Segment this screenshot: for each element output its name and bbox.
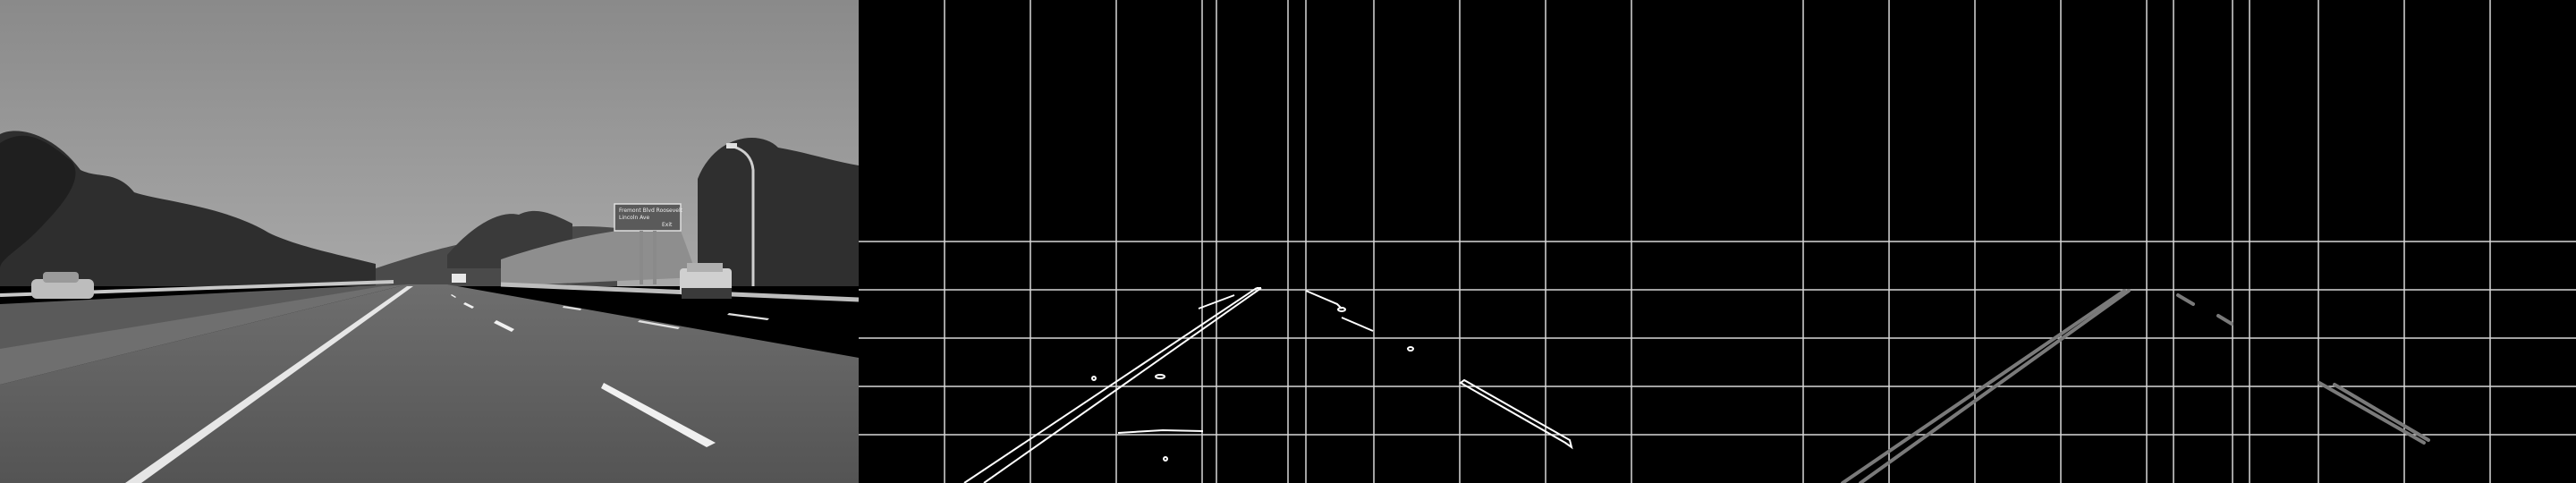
road-photo: Fremont Blvd Roosevelt Lincoln Ave Exit [0,0,859,483]
edge-canvas [859,0,1717,483]
hough-canvas [1717,0,2576,483]
grayscale-road-panel: Fremont Blvd Roosevelt Lincoln Ave Exit [0,0,859,483]
hough-detected-lines [1841,289,2430,483]
highway-sign: Fremont Blvd Roosevelt Lincoln Ave Exit [614,203,683,284]
sign-line-2: Lincoln Ave [619,215,649,221]
right-dashes [563,306,769,329]
left-tree-cluster [0,135,76,268]
right-guardrail [500,282,859,302]
left-grass [0,284,394,349]
right-trees [698,138,859,286]
grass-slope [501,227,698,286]
grid-lines [1717,0,2576,483]
edge-detection-panel [859,0,1717,483]
street-light-lamp [726,143,737,148]
car-distant [452,274,466,283]
sign-line-3: Exit [662,222,673,228]
edge-lines [963,287,1573,483]
left-trees [0,131,376,286]
hough-lines-panel [1717,0,2576,483]
sign-line-1: Fremont Blvd Roosevelt [619,208,683,214]
solid-lane-line [125,286,413,483]
car-left [31,272,94,299]
dashed-lane-line [451,294,716,447]
grid-lines [859,0,1717,483]
road-surface [0,284,859,483]
car-right [680,263,732,299]
